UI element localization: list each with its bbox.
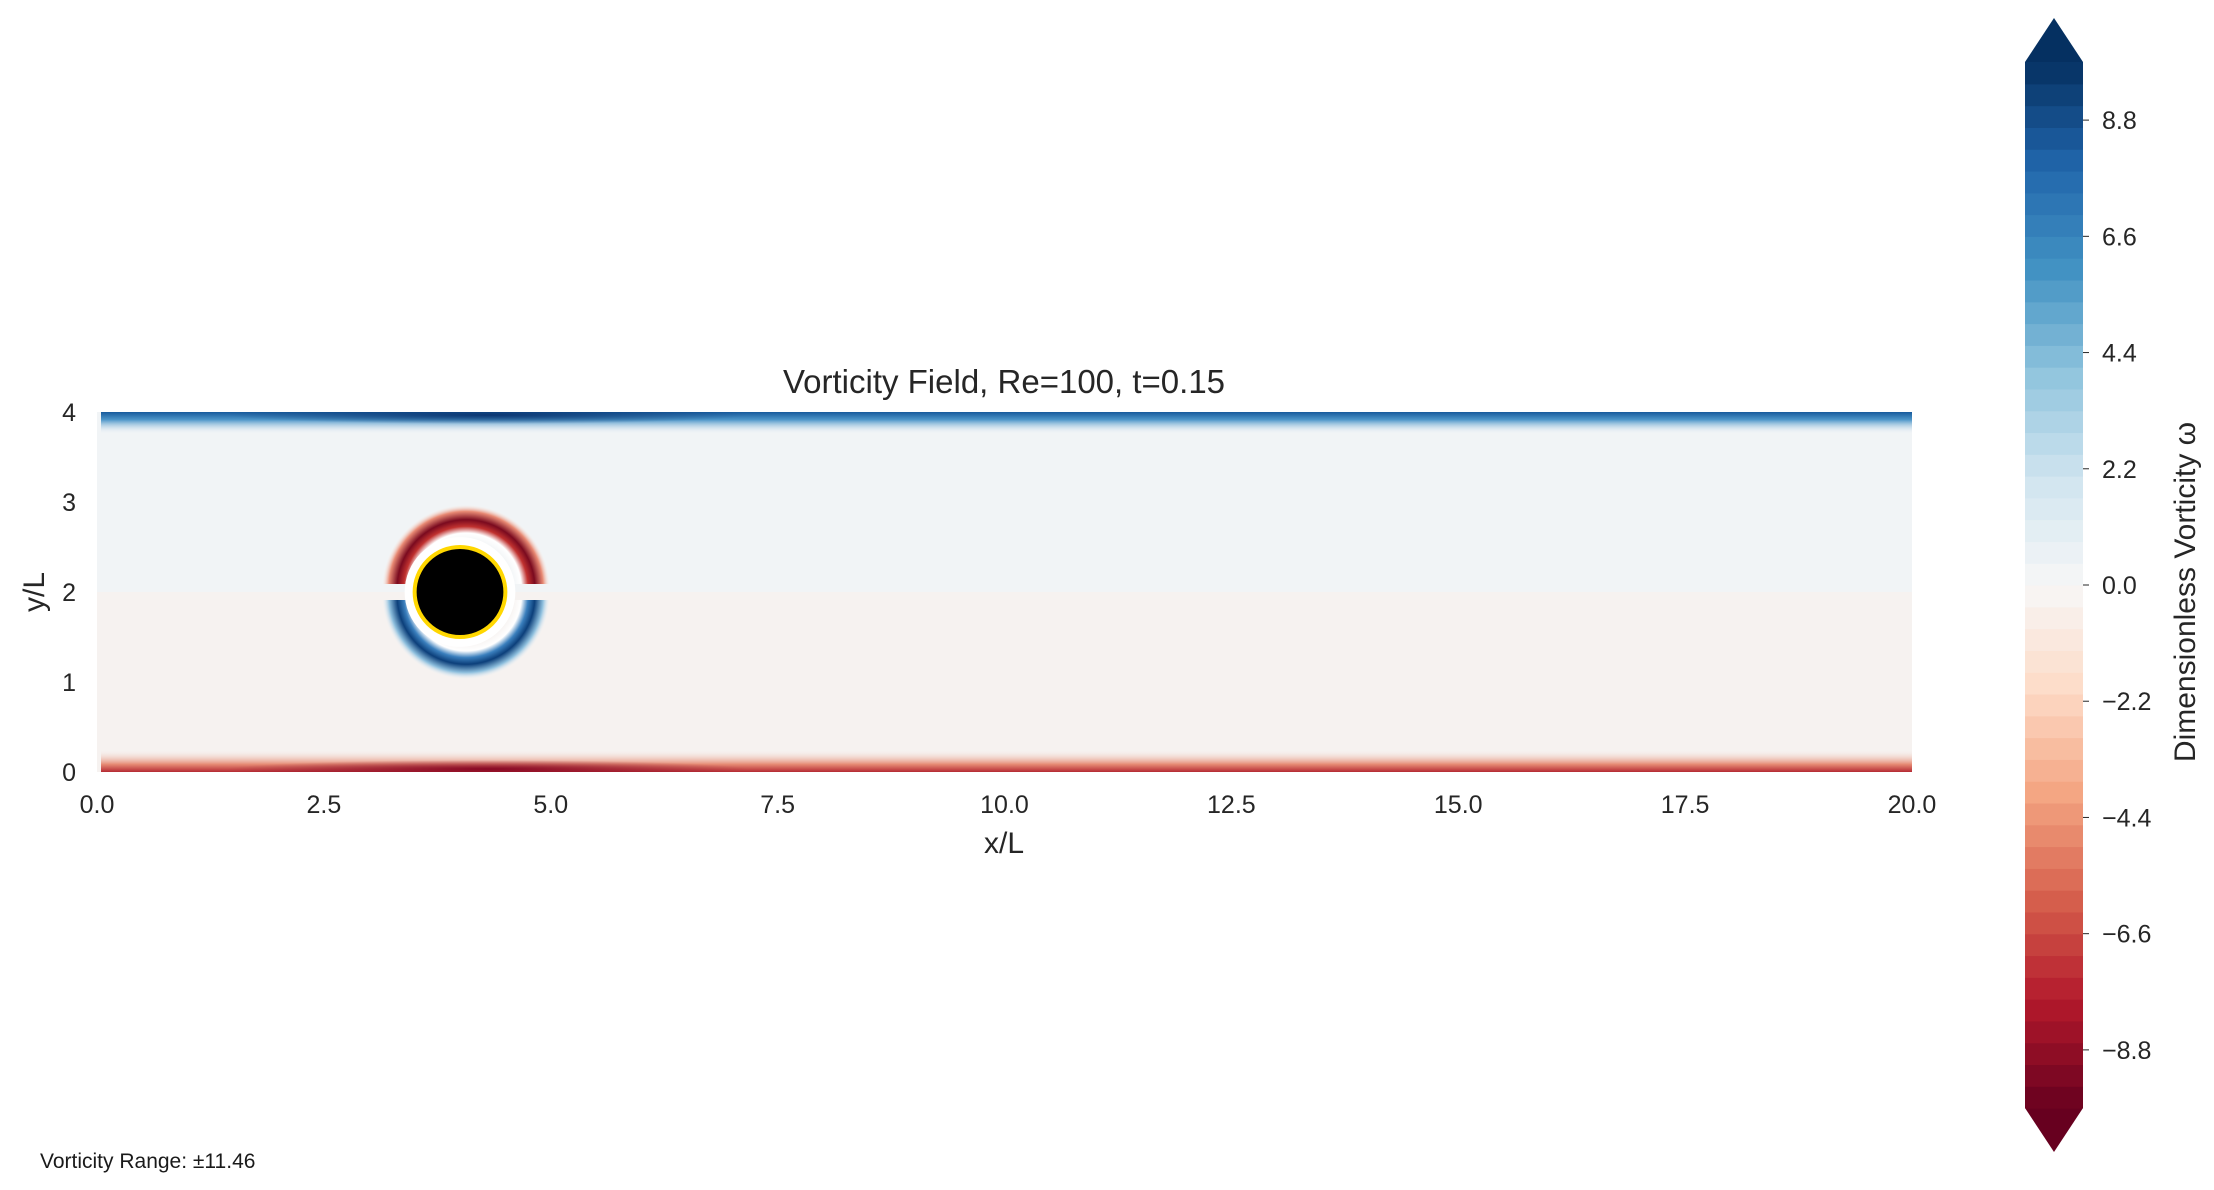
colorbar-level <box>2025 192 2083 216</box>
colorbar-level <box>2025 628 2083 651</box>
cylinder-obstacle <box>412 545 508 639</box>
colorbar-tick-label: −8.8 <box>2102 1037 2151 1065</box>
colorbar-level <box>2025 214 2083 237</box>
colorbar-level <box>2025 410 2083 434</box>
colorbar-extend-min <box>2025 1107 2083 1152</box>
colorbar-level <box>2025 563 2083 586</box>
colorbar-tick-label: 0.0 <box>2102 572 2137 600</box>
colorbar-level <box>2025 715 2083 739</box>
colorbar-tick-label: −6.6 <box>2102 921 2151 949</box>
colorbar-level <box>2025 367 2083 390</box>
colorbar-level <box>2025 519 2083 543</box>
colorbar-tick-label: 4.4 <box>2102 340 2137 368</box>
colorbar-level <box>2025 279 2083 303</box>
colorbar-level <box>2025 388 2083 412</box>
colorbar-level <box>2025 650 2083 673</box>
colorbar-level <box>2025 911 2083 935</box>
colorbar-level <box>2025 323 2083 346</box>
colorbar-level <box>2025 824 2083 848</box>
colorbar-level <box>2025 999 2083 1022</box>
colorbar-level <box>2025 1020 2083 1044</box>
colorbar-level <box>2025 1042 2083 1066</box>
colorbar-level <box>2025 497 2083 521</box>
colorbar-level <box>2025 606 2083 630</box>
colorbar-extend-max <box>2025 18 2083 63</box>
field-background-upper <box>97 412 1912 592</box>
x-tick-label: 10.0 <box>980 791 1029 819</box>
colorbar-level <box>2025 476 2083 499</box>
colorbar-level <box>2025 737 2083 760</box>
colorbar-level <box>2025 933 2083 957</box>
y-tick-label: 0 <box>62 759 76 787</box>
x-tick-label: 15.0 <box>1434 791 1483 819</box>
colorbar-tick-label: −4.4 <box>2102 804 2151 832</box>
x-tick-label: 0.0 <box>80 791 115 819</box>
colorbar-level <box>2025 301 2083 325</box>
colorbar-ticks: 8.8 6.6 4.4 2.2 0.0 −2.2 −4.4 −6.6 −8.8 <box>2083 107 2151 1065</box>
y-axis-label: y/L <box>18 572 51 612</box>
colorbar-level <box>2025 955 2083 978</box>
colorbar-level <box>2025 672 2083 695</box>
colorbar-level <box>2025 1086 2083 1109</box>
colorbar-tick-label: 6.6 <box>2102 223 2137 251</box>
colorbar-level <box>2025 541 2083 564</box>
colorbar-tick-label: −2.2 <box>2102 688 2151 716</box>
y-tick-label: 3 <box>62 489 76 517</box>
x-tick-label: 20.0 <box>1888 791 1937 819</box>
colorbar-label: Dimensionless Vorticity ω <box>2169 422 2202 762</box>
y-tick-label: 1 <box>62 669 76 697</box>
chart-title: Vorticity Field, Re=100, t=0.15 <box>783 363 1225 400</box>
colorbar-level <box>2025 236 2083 259</box>
colorbar-level <box>2025 105 2083 128</box>
colorbar-level <box>2025 258 2083 281</box>
colorbar-level <box>2025 759 2083 782</box>
vorticity-range-note: Vorticity Range: ±11.46 <box>40 1150 256 1173</box>
colorbar-level <box>2025 977 2083 1000</box>
x-tick-label: 5.0 <box>533 791 568 819</box>
colorbar-level <box>2025 868 2083 891</box>
colorbar-level <box>2025 1064 2083 1087</box>
bottom-wall-peak-vorticity <box>227 760 748 772</box>
y-tick-label: 2 <box>62 579 76 607</box>
colorbar-level <box>2025 170 2083 194</box>
colorbar-level <box>2025 781 2083 804</box>
colorbar-level <box>2025 432 2083 455</box>
x-tick-label: 12.5 <box>1207 791 1256 819</box>
x-tick-label: 2.5 <box>306 791 341 819</box>
colorbar-level <box>2025 83 2083 107</box>
colorbar-level <box>2025 585 2083 608</box>
colorbar <box>2025 18 2083 1152</box>
top-wall-peak-vorticity <box>227 412 748 424</box>
colorbar-level <box>2025 802 2083 826</box>
x-tick-label: 7.5 <box>760 791 795 819</box>
colorbar-level <box>2025 62 2083 85</box>
x-axis-label: x/L <box>984 827 1024 860</box>
colorbar-level <box>2025 693 2083 717</box>
colorbar-level <box>2025 846 2083 869</box>
x-axis-ticks: 0.0 2.5 5.0 7.5 10.0 12.5 15.0 17.5 20.0 <box>80 791 1937 819</box>
colorbar-tick-label: 2.2 <box>2102 456 2137 484</box>
field-background-lower <box>97 592 1912 772</box>
y-tick-label: 4 <box>62 399 76 427</box>
colorbar-level <box>2025 149 2083 172</box>
colorbar-level <box>2025 345 2083 368</box>
vorticity-field <box>97 412 1912 772</box>
colorbar-level <box>2025 127 2083 150</box>
y-axis-ticks: 0 1 2 3 4 <box>62 399 76 787</box>
colorbar-level <box>2025 890 2083 913</box>
x-tick-label: 17.5 <box>1661 791 1710 819</box>
colorbar-level <box>2025 454 2083 477</box>
colorbar-tick-label: 8.8 <box>2102 107 2137 135</box>
